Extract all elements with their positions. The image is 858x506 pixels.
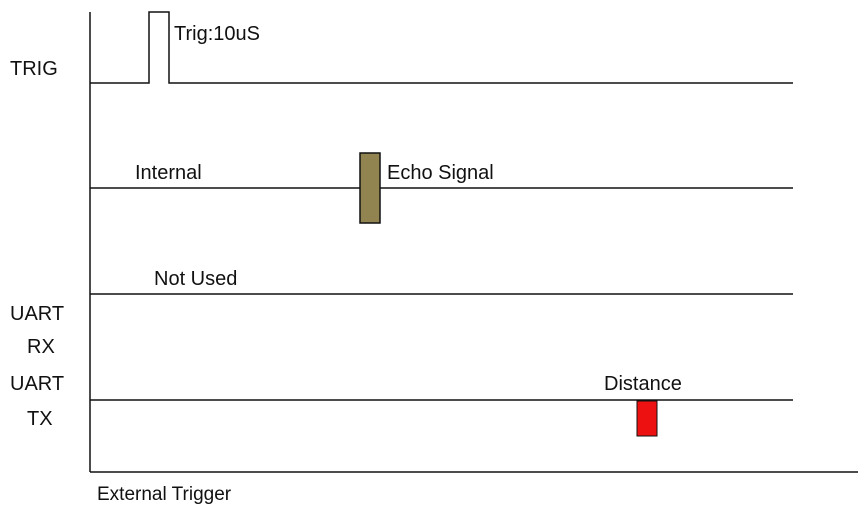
x-axis-label: External Trigger bbox=[97, 484, 232, 505]
annotation: Not Used bbox=[154, 268, 237, 290]
echo-pulse bbox=[359, 152, 381, 224]
distance-pulse bbox=[636, 400, 658, 437]
signal-label: RX bbox=[27, 336, 55, 358]
signal-label: UART bbox=[10, 303, 64, 325]
annotation: Distance bbox=[604, 373, 682, 395]
trig-signal bbox=[90, 11, 793, 84]
annotation: Internal bbox=[135, 162, 202, 184]
signal-label: TX bbox=[27, 408, 53, 430]
annotation: Trig:10uS bbox=[174, 23, 260, 45]
signal-label: UART bbox=[10, 373, 64, 395]
signal-label: TRIG bbox=[10, 58, 58, 80]
annotation: Echo Signal bbox=[387, 162, 494, 184]
